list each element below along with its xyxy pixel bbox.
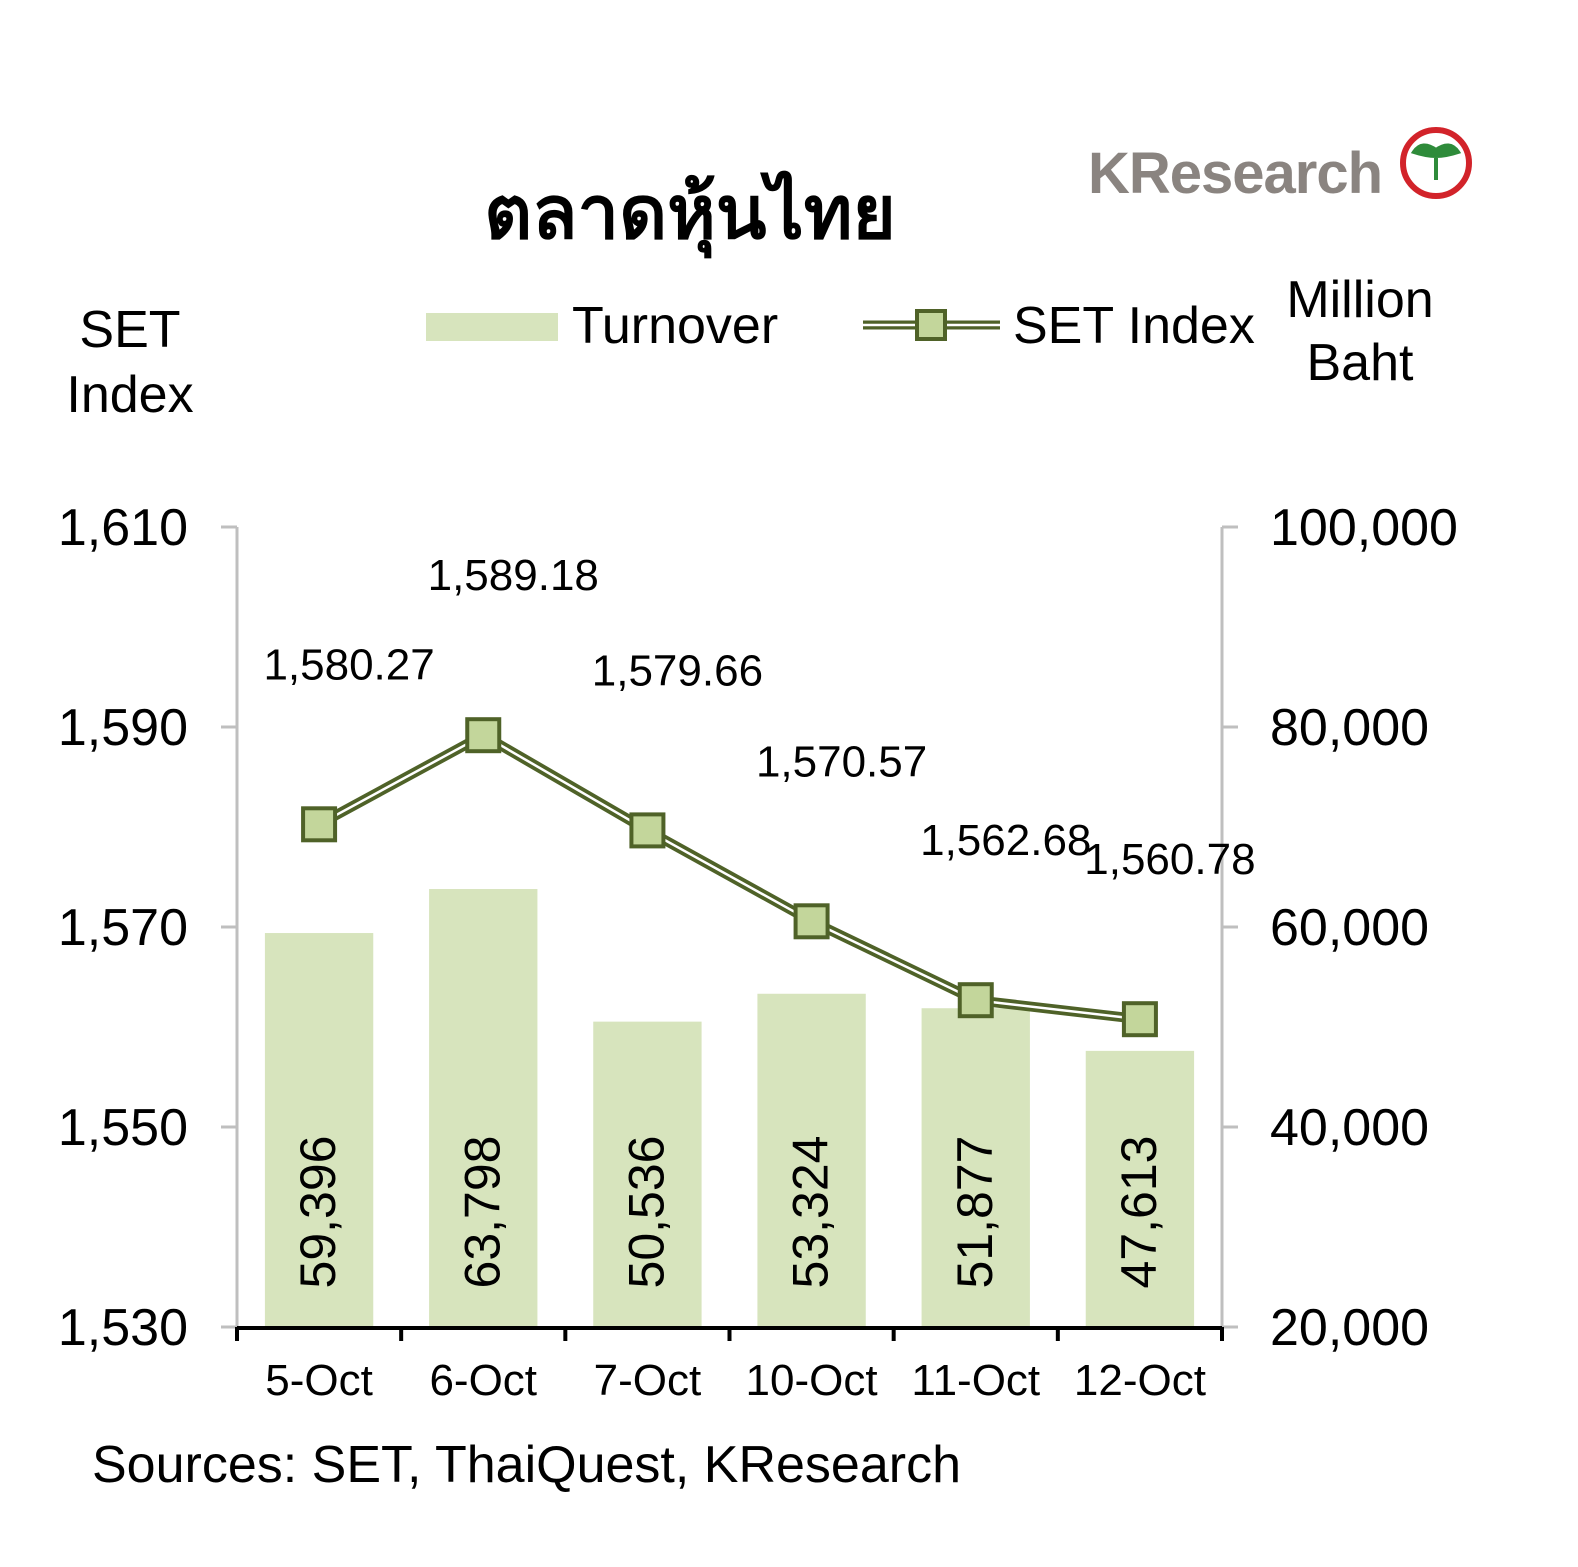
set-index-marker — [793, 903, 830, 940]
turnover-bar-label: 47,613 — [1111, 1136, 1167, 1289]
chart-title: ตลาดหุ้นไทย — [484, 169, 896, 259]
x-axis-label: 5-Oct — [265, 1356, 373, 1405]
right-axis-title-line2: Baht — [1307, 334, 1415, 392]
turnover-bars — [264, 889, 1195, 1327]
x-axis-label: 12-Oct — [1074, 1356, 1206, 1405]
left-axis-tick-label: 1,530 — [58, 1299, 188, 1357]
left-axis-tick-label: 1,570 — [58, 899, 188, 957]
left-axis-tick-label: 1,550 — [58, 1099, 188, 1157]
set-index-markers — [301, 717, 1158, 1038]
legend-turnover-label: Turnover — [572, 297, 778, 355]
turnover-bar — [264, 933, 374, 1327]
x-axis-ticks — [235, 1327, 1224, 1341]
turnover-bar — [593, 1021, 702, 1327]
legend-set-index-marker — [915, 309, 947, 341]
turnover-bar — [921, 1008, 1030, 1327]
turnover-bar — [1085, 1050, 1195, 1327]
x-axis-label: 7-Oct — [594, 1356, 702, 1405]
set-index-line — [316, 730, 1141, 1025]
set-index-line-inner — [318, 733, 1141, 1021]
left-axis-title-line1: SET — [79, 301, 180, 359]
kresearch-logo: KResearch — [1088, 127, 1472, 206]
left-axis-tick-label: 1,610 — [58, 499, 188, 557]
set-index-marker — [957, 982, 994, 1019]
turnover-bar-label: 63,798 — [454, 1136, 510, 1289]
set-index-data-label: 1,579.66 — [592, 646, 763, 695]
set-index-marker — [1121, 1001, 1158, 1038]
right-axis-tick-label: 100,000 — [1270, 499, 1458, 557]
right-axis-tick-label: 60,000 — [1270, 899, 1429, 957]
leaf-icon — [1410, 143, 1462, 180]
set-index-marker — [465, 717, 502, 754]
right-axis-title-line1: Million — [1286, 271, 1433, 329]
legend-set-index-label: SET Index — [1013, 297, 1255, 355]
x-axis-label: 10-Oct — [746, 1356, 878, 1405]
turnover-bar-label: 51,877 — [947, 1136, 1003, 1289]
right-axis-tick-label: 80,000 — [1270, 699, 1429, 757]
legend-turnover-swatch — [426, 313, 558, 341]
left-axis-title-line2: Index — [66, 366, 193, 424]
x-axis-label: 11-Oct — [911, 1356, 1040, 1405]
left-axis-ticks: 1,530 1,550 1,570 1,590 1,610 — [58, 499, 237, 1357]
right-axis-ticks: 20,000 40,000 60,000 80,000 100,000 — [1222, 499, 1458, 1357]
logo-text: KResearch — [1088, 141, 1382, 206]
turnover-bar-label: 59,396 — [290, 1136, 346, 1289]
turnover-bar — [757, 993, 866, 1327]
set-index-data-label: 1,589.18 — [428, 551, 599, 600]
turnover-bar — [429, 889, 538, 1327]
turnover-bar-labels: 59,396 63,798 50,536 53,324 51,877 47,613 — [290, 1136, 1167, 1289]
set-index-data-label: 1,560.78 — [1084, 835, 1255, 884]
x-axis-labels: 5-Oct 6-Oct 7-Oct 10-Oct 11-Oct 12-Oct — [265, 1356, 1206, 1405]
set-index-labels: 1,580.27 1,589.18 1,579.66 1,570.57 1,562.68… — [263, 551, 1255, 884]
left-axis-tick-label: 1,590 — [58, 699, 188, 757]
turnover-bar-label: 53,324 — [783, 1136, 839, 1289]
set-index-marker — [301, 806, 338, 843]
set-index-marker — [629, 812, 666, 849]
right-axis-tick-label: 20,000 — [1270, 1299, 1429, 1357]
x-axis-label: 6-Oct — [429, 1356, 537, 1405]
legend: Turnover SET Index — [426, 297, 1255, 355]
set-index-data-label: 1,562.68 — [920, 816, 1091, 865]
set-index-data-label: 1,570.57 — [756, 737, 927, 786]
set-index-data-label: 1,580.27 — [263, 640, 434, 689]
source-note: Sources: SET, ThaiQuest, KResearch — [92, 1436, 961, 1494]
right-axis-tick-label: 40,000 — [1270, 1099, 1429, 1157]
turnover-bar-label: 50,536 — [618, 1136, 674, 1289]
